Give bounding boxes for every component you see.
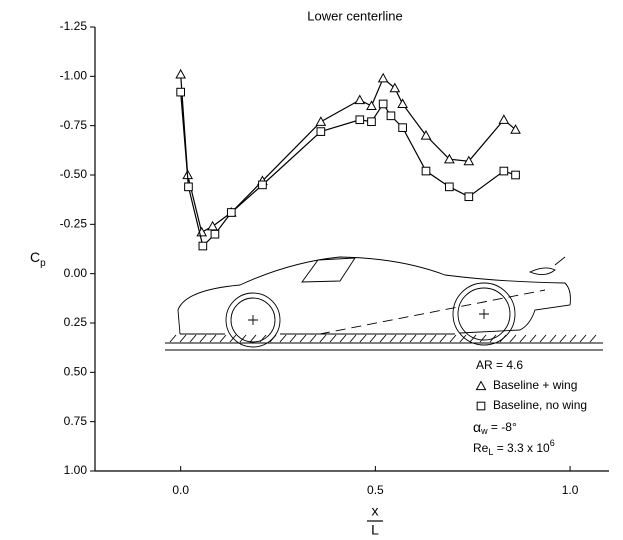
y-tick-label: 0.25: [64, 315, 88, 329]
marker: [316, 127, 326, 136]
marker: [198, 241, 208, 251]
x-tick-label: 0.0: [172, 483, 189, 497]
legend-label: Baseline, no wing: [493, 398, 587, 412]
marker: [445, 182, 454, 192]
legend-label: Baseline + wing: [493, 378, 577, 392]
legend-marker: [476, 401, 486, 411]
y-tick-label: -1.00: [60, 69, 88, 83]
x-label-numerator: x: [372, 503, 379, 519]
marker: [378, 99, 388, 109]
marker: [176, 87, 185, 97]
marker: [510, 124, 521, 134]
y-tick-label: 0.00: [64, 266, 88, 280]
marker: [175, 68, 187, 79]
y-tick-label: 0.75: [64, 414, 88, 428]
marker: [354, 94, 366, 105]
marker: [210, 229, 220, 239]
marker: [184, 182, 193, 192]
annotation-alpha: αw = -8°: [473, 419, 517, 437]
legend-marker: [475, 380, 487, 391]
x-tick-label: 0.5: [367, 483, 384, 497]
x-tick-label: 1.0: [562, 483, 579, 497]
marker: [226, 208, 236, 217]
y-tick-label: -0.75: [60, 118, 88, 132]
x-label-denominator: L: [371, 522, 379, 538]
y-tick-label: 1.00: [64, 463, 88, 477]
chart-title: Lower centerline: [307, 8, 402, 23]
marker: [511, 170, 520, 180]
series-line: [180, 92, 516, 248]
marker: [420, 130, 432, 140]
marker: [315, 116, 327, 126]
annotation-aspect-ratio: AR = 4.6: [476, 358, 523, 372]
car-sketch: [165, 256, 603, 351]
marker: [207, 220, 218, 231]
y-axis-label: Cp: [30, 249, 46, 269]
y-tick-label: -0.50: [60, 167, 88, 181]
marker: [498, 114, 510, 124]
y-tick-label: 0.50: [64, 365, 88, 379]
y-tick-label: -1.25: [60, 19, 88, 33]
marker: [463, 155, 475, 166]
marker: [397, 98, 408, 109]
annotation-reynolds: ReL = 3.3 x 106: [473, 438, 555, 457]
marker: [377, 72, 389, 83]
y-tick-label: -0.25: [60, 217, 88, 231]
marker: [386, 111, 396, 121]
marker: [366, 100, 377, 111]
marker: [258, 180, 267, 190]
marker: [464, 192, 474, 202]
marker: [421, 166, 431, 176]
marker: [389, 82, 401, 93]
marker: [398, 123, 407, 132]
marker: [367, 117, 376, 127]
marker: [443, 153, 455, 164]
marker: [499, 166, 509, 176]
marker: [355, 115, 365, 125]
